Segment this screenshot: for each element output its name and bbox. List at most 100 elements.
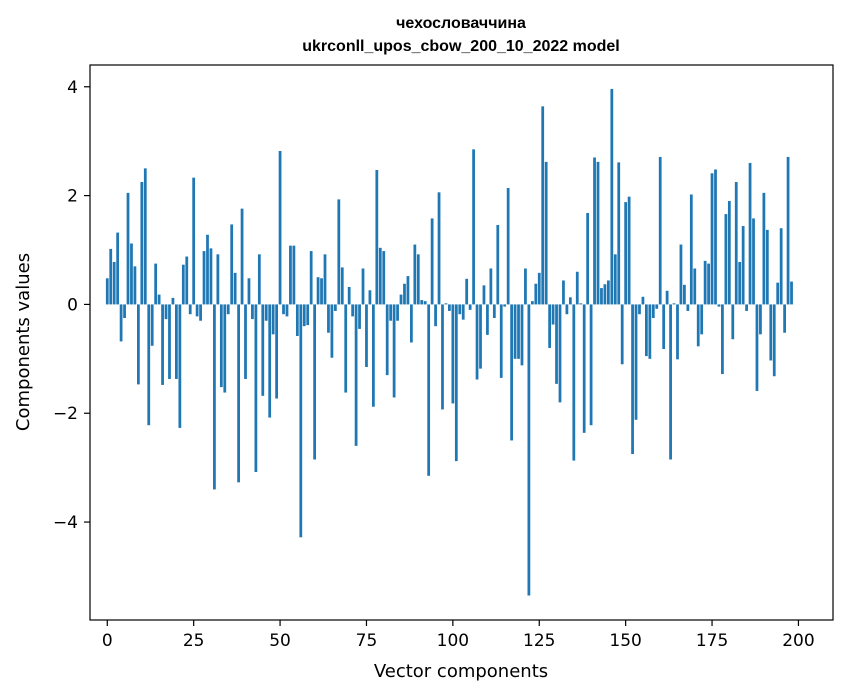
- bar-78: [375, 170, 379, 305]
- bar-191: [765, 229, 769, 305]
- bar-125: [537, 272, 541, 305]
- bar-73: [358, 304, 361, 329]
- bar-173: [703, 260, 707, 305]
- bar-108: [479, 304, 482, 369]
- bar-133: [565, 304, 569, 315]
- bar-109: [482, 285, 486, 305]
- bar-185: [745, 304, 748, 311]
- bar-141: [593, 157, 596, 305]
- bar-194: [776, 282, 780, 305]
- bar-56: [299, 304, 303, 538]
- bar-43: [254, 304, 258, 472]
- bar-149: [620, 304, 624, 365]
- bar-70: [347, 287, 351, 305]
- bar-178: [721, 304, 724, 375]
- bar-51: [282, 304, 285, 315]
- bar-60: [313, 304, 317, 460]
- bar-164: [672, 303, 676, 305]
- bar-44: [257, 254, 261, 305]
- bar-136: [575, 271, 579, 305]
- bar-83: [392, 304, 396, 398]
- x-tick-label: 25: [183, 631, 205, 651]
- bar-88: [410, 304, 413, 343]
- bar-118: [513, 304, 517, 359]
- bar-5: [123, 304, 126, 319]
- bar-188: [755, 304, 759, 391]
- bar-137: [579, 303, 583, 305]
- bar-121: [524, 268, 527, 305]
- bar-144: [603, 284, 607, 305]
- x-tick-label: 0: [102, 631, 113, 651]
- bar-0: [105, 278, 109, 305]
- bar-30: [209, 248, 213, 305]
- bar-157: [648, 304, 652, 359]
- bar-29: [206, 234, 209, 305]
- bar-113: [496, 224, 500, 305]
- bar-117: [510, 304, 513, 441]
- bar-61: [316, 277, 320, 305]
- bar-189: [759, 304, 762, 335]
- x-tick-label: 100: [437, 631, 469, 651]
- bar-41: [247, 278, 251, 305]
- bar-174: [707, 263, 710, 305]
- bar-50: [278, 150, 282, 305]
- bar-155: [641, 296, 645, 305]
- bar-89: [413, 244, 417, 305]
- bar-72: [354, 304, 358, 446]
- bar-23: [185, 256, 189, 305]
- bar-135: [572, 304, 576, 461]
- x-tick-label: 75: [356, 631, 378, 651]
- bar-162: [665, 290, 669, 305]
- bar-59: [309, 251, 313, 305]
- bar-80: [382, 251, 386, 305]
- bar-19: [171, 297, 175, 305]
- y-tick-label: 0: [67, 295, 78, 315]
- bar-47: [268, 304, 272, 418]
- chart-subtitle: ukrconll_upos_cbow_200_10_2022 model: [302, 38, 619, 55]
- bar-75: [365, 304, 368, 367]
- bar-154: [638, 304, 641, 315]
- bar-79: [378, 247, 382, 305]
- bar-8: [133, 266, 137, 305]
- bar-143: [600, 288, 603, 305]
- bar-38: [237, 304, 240, 483]
- bar-42: [251, 304, 254, 320]
- chart-title: чехословаччина: [396, 15, 526, 32]
- bar-159: [655, 304, 659, 309]
- bar-48: [271, 304, 275, 335]
- bar-20: [175, 304, 178, 379]
- bar-169: [689, 194, 693, 305]
- bar-145: [606, 280, 610, 305]
- bar-129: [551, 304, 555, 325]
- y-tick-label: −4: [53, 513, 78, 533]
- bar-26: [195, 304, 199, 317]
- bar-4: [119, 304, 123, 342]
- bar-65: [330, 304, 334, 358]
- bar-190: [762, 192, 766, 305]
- bar-171: [696, 304, 700, 347]
- bar-74: [361, 268, 365, 305]
- bar-6: [126, 192, 130, 305]
- bar-33: [219, 304, 223, 388]
- bar-92: [423, 301, 427, 305]
- bar-95: [434, 304, 437, 327]
- bar-197: [786, 156, 790, 305]
- bar-198: [790, 281, 793, 305]
- bar-10: [140, 181, 144, 305]
- x-axis-label: Vector components: [374, 661, 548, 682]
- bar-142: [596, 161, 600, 305]
- bar-139: [586, 213, 590, 305]
- bar-13: [150, 304, 154, 346]
- bar-99: [448, 304, 451, 311]
- bar-24: [188, 304, 192, 315]
- x-tick-label: 50: [269, 631, 291, 651]
- bar-49: [275, 304, 278, 399]
- bar-134: [568, 297, 572, 305]
- bar-76: [368, 290, 372, 305]
- bar-3: [116, 232, 120, 305]
- bar-40: [244, 304, 247, 379]
- bar-182: [734, 181, 738, 305]
- bar-36: [230, 224, 234, 305]
- bar-98: [444, 303, 448, 305]
- bar-148: [617, 162, 621, 305]
